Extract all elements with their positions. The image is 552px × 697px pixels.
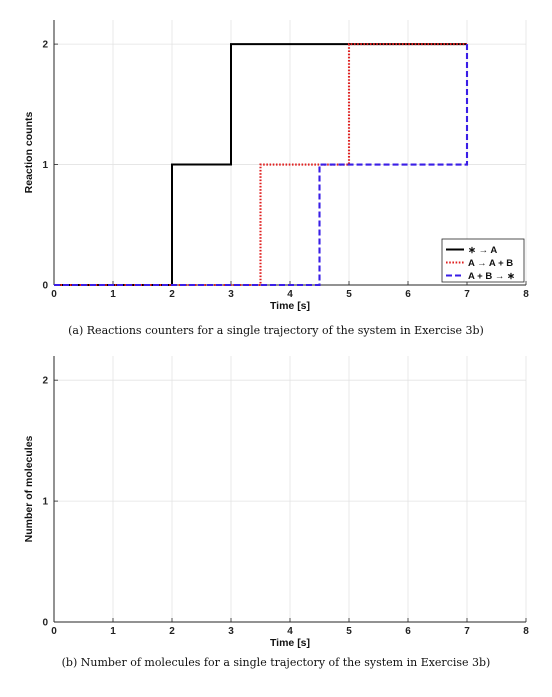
x-tick-label: 8 xyxy=(523,626,529,637)
x-tick-label: 5 xyxy=(346,626,352,637)
y-tick-label: 2 xyxy=(42,376,48,387)
x-tick-label: 0 xyxy=(51,289,57,300)
y-tick-label: 1 xyxy=(42,160,48,171)
chart-number-of-molecules: 0 1 2 3 4 5 6 7 8 0 1 2 Time [s] Number of molecules xyxy=(23,356,529,649)
legend-label-1: ∗ → A xyxy=(468,245,497,256)
x-tick-label: 4 xyxy=(287,289,293,300)
x-tick-label: 8 xyxy=(523,289,529,300)
x-tick-label: 6 xyxy=(405,626,411,637)
x-tick-label: 0 xyxy=(51,626,57,637)
x-tick-label: 6 xyxy=(405,289,411,300)
series-line-2 xyxy=(54,43,467,287)
legend-label-3: A + B → ∗ xyxy=(468,271,515,282)
x-tick-label: 2 xyxy=(169,626,175,637)
y-tick-label: 0 xyxy=(42,281,48,292)
x-tick-label: 5 xyxy=(346,289,352,300)
x-tick-label: 7 xyxy=(464,289,470,300)
y-tick-label: 2 xyxy=(42,40,48,51)
legend-label-2: A → A + B xyxy=(468,258,513,269)
x-tick-label: 3 xyxy=(228,626,234,637)
caption-a: (a) Reactions counters for a single traj… xyxy=(68,324,484,337)
chart-reaction-counts: 0 1 2 3 4 5 6 7 8 0 1 2 Time [s] Reaction counts ∗ → A… xyxy=(23,20,529,312)
x-axis-label: Time [s] xyxy=(270,637,310,649)
y-tick-label: 0 xyxy=(42,618,48,629)
x-tick-label: 2 xyxy=(169,289,175,300)
x-tick-label: 3 xyxy=(228,289,234,300)
x-tick-label: 4 xyxy=(287,626,293,637)
x-tick-label: 1 xyxy=(110,289,116,300)
x-axis-label: Time [s] xyxy=(270,300,310,312)
y-axis-label: Reaction counts xyxy=(23,112,35,194)
x-tick-label: 7 xyxy=(464,626,470,637)
caption-b: (b) Number of molecules for a single tra… xyxy=(62,656,491,669)
x-tick-label: 1 xyxy=(110,626,116,637)
y-tick-label: 1 xyxy=(42,497,48,508)
series-line-1 xyxy=(54,43,467,286)
y-axis-label: Number of molecules xyxy=(23,435,35,542)
series-line-3 xyxy=(54,44,469,287)
